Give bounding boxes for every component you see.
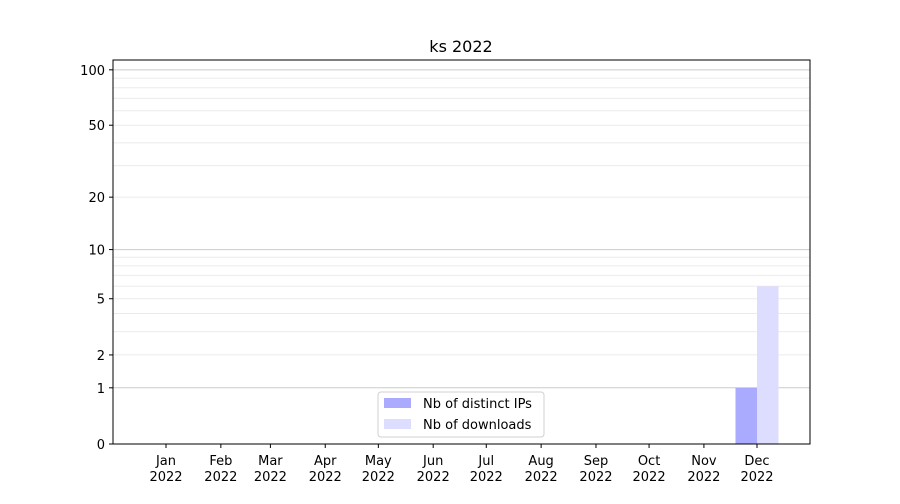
x-tick-label: Mar — [258, 454, 283, 469]
bar — [735, 387, 757, 444]
x-tick-label: 2022 — [740, 470, 773, 485]
x-tick-label: Feb — [209, 454, 232, 469]
x-tick-label: Jul — [477, 454, 494, 469]
y-tick-label: 20 — [88, 191, 105, 206]
x-tick-label: Nov — [691, 454, 717, 469]
x-tick-label: Apr — [314, 454, 337, 469]
y-tick-label: 2 — [97, 349, 105, 364]
legend-label: Nb of downloads — [423, 418, 532, 433]
x-tick-label: 2022 — [525, 470, 558, 485]
x-tick-label: Jan — [155, 454, 176, 469]
y-tick-label: 1 — [97, 382, 105, 397]
x-tick-label: 2022 — [417, 470, 450, 485]
y-tick-label: 5 — [97, 293, 105, 308]
x-tick-label: 2022 — [204, 470, 237, 485]
plot-frame — [112, 59, 811, 445]
y-tick-label: 10 — [88, 244, 105, 259]
legend-label: Nb of distinct IPs — [423, 397, 532, 412]
x-tick-label: 2022 — [470, 470, 503, 485]
x-tick-label: 2022 — [633, 470, 666, 485]
legend: Nb of distinct IPs Nb of downloads — [377, 391, 545, 438]
x-tick-label: 2022 — [362, 470, 395, 485]
x-tick-label: Sep — [584, 454, 609, 469]
x-tick-label: 2022 — [254, 470, 287, 485]
chart-title: ks 2022 — [429, 37, 492, 56]
x-tick-label: 2022 — [149, 470, 182, 485]
legend-swatch — [384, 419, 411, 429]
y-tick-label: 0 — [97, 438, 105, 453]
x-tick-label: 2022 — [579, 470, 612, 485]
legend-swatch — [384, 398, 411, 408]
y-tick-label: 50 — [88, 119, 105, 134]
y-tick-label: 100 — [80, 64, 105, 79]
x-tick-label: 2022 — [687, 470, 720, 485]
x-tick-label: May — [365, 454, 392, 469]
x-tick-label: Oct — [638, 454, 660, 469]
bar — [757, 286, 779, 444]
x-tick-label: Aug — [528, 454, 553, 469]
x-tick-label: Dec — [744, 454, 769, 469]
x-tick-label: Jun — [422, 454, 443, 469]
x-tick-label: 2022 — [309, 470, 342, 485]
legend-box — [377, 391, 545, 438]
